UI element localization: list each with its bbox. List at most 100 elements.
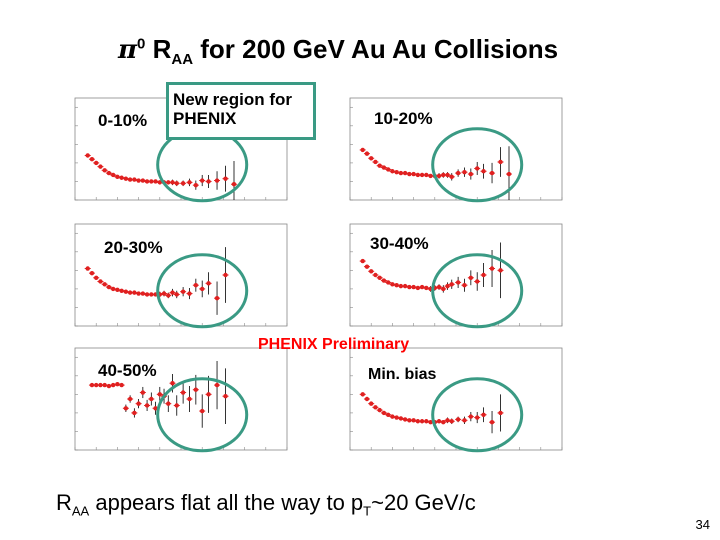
data-point: [132, 177, 137, 182]
data-point: [475, 279, 480, 284]
data-point: [102, 282, 107, 287]
data-point: [170, 290, 175, 295]
data-point: [89, 270, 95, 276]
data-point: [193, 387, 199, 392]
data-point: [110, 286, 116, 292]
data-point: [369, 269, 374, 274]
data-point: [187, 396, 192, 402]
data-point: [394, 283, 399, 288]
data-point: [180, 289, 186, 294]
data-point: [415, 285, 421, 291]
data-point: [381, 165, 387, 170]
data-point: [424, 172, 429, 178]
data-point: [360, 258, 365, 264]
data-point: [455, 170, 461, 176]
data-point: [373, 159, 378, 165]
data-point: [424, 419, 429, 424]
slide-title: π0 RAA for 200 GeV Au Au Collisions: [118, 34, 558, 68]
data-point: [144, 403, 150, 408]
data-point: [369, 156, 374, 161]
data-point: [206, 392, 211, 397]
data-point: [187, 291, 192, 296]
data-point: [119, 175, 124, 180]
data-point: [140, 390, 146, 395]
data-point: [390, 414, 395, 419]
data-point: [481, 169, 486, 174]
highpt-region-ellipse: [156, 253, 249, 329]
data-point: [98, 164, 103, 169]
data-point: [187, 180, 192, 185]
data-point: [110, 172, 116, 178]
data-point: [123, 176, 129, 181]
data-point: [475, 415, 480, 420]
data-point: [436, 284, 442, 290]
data-point: [149, 396, 154, 402]
data-point: [441, 172, 446, 178]
data-point: [428, 173, 433, 179]
data-point: [85, 153, 90, 158]
data-point: [489, 266, 495, 271]
data-point: [419, 284, 425, 290]
data-point: [428, 419, 433, 425]
data-point: [170, 381, 175, 386]
data-point: [170, 180, 175, 185]
data-point: [369, 401, 374, 406]
plot-40-50: [74, 347, 288, 453]
data-point: [94, 160, 99, 166]
data-point: [398, 283, 404, 289]
label-30-40: 30-40%: [370, 234, 429, 253]
footer-pt-subscript: T: [363, 503, 372, 519]
panel-20-30: [55, 218, 300, 338]
data-point: [390, 282, 395, 287]
data-point: [123, 289, 129, 294]
data-point: [180, 181, 186, 186]
data-point: [200, 408, 205, 414]
data-point: [468, 171, 474, 177]
data-point: [445, 172, 450, 178]
data-point: [455, 417, 461, 422]
data-point: [385, 280, 391, 285]
data-point: [115, 174, 120, 180]
data-point: [462, 169, 467, 175]
highpt-region-ellipse: [431, 377, 524, 453]
title-r-subscript: AA: [171, 51, 194, 69]
data-point: [402, 170, 408, 176]
plot-min-bias: [349, 347, 563, 453]
data-point: [489, 419, 495, 425]
data-point: [174, 292, 179, 297]
data-point: [394, 415, 399, 420]
data-point: [424, 285, 429, 291]
data-point: [214, 178, 220, 183]
data-point: [89, 157, 95, 162]
data-point: [127, 290, 133, 295]
footer-r-subscript: AA: [71, 503, 90, 519]
highpt-region-ellipse: [431, 253, 524, 329]
data-point: [441, 419, 446, 425]
data-point: [419, 419, 425, 424]
data-point: [153, 179, 158, 184]
data-point: [481, 272, 486, 278]
data-point: [106, 170, 112, 176]
data-point: [360, 147, 365, 153]
data-point: [360, 392, 365, 397]
data-point: [407, 418, 412, 423]
data-point: [436, 173, 442, 179]
data-point: [193, 182, 199, 188]
plot-20-30: [74, 223, 288, 329]
footer-r: R: [56, 490, 72, 515]
data-point: [436, 419, 442, 424]
data-point: [498, 410, 503, 416]
data-point: [390, 169, 395, 174]
data-point: [94, 382, 99, 388]
data-point: [223, 394, 228, 399]
data-point: [407, 284, 412, 290]
data-point: [161, 291, 167, 296]
label-40-50: 40-50%: [98, 361, 157, 380]
data-point: [364, 396, 370, 402]
data-point: [166, 293, 171, 298]
data-point: [200, 178, 205, 183]
data-point: [102, 168, 107, 173]
data-point: [364, 264, 370, 269]
data-point: [136, 401, 141, 406]
data-point: [377, 163, 382, 168]
